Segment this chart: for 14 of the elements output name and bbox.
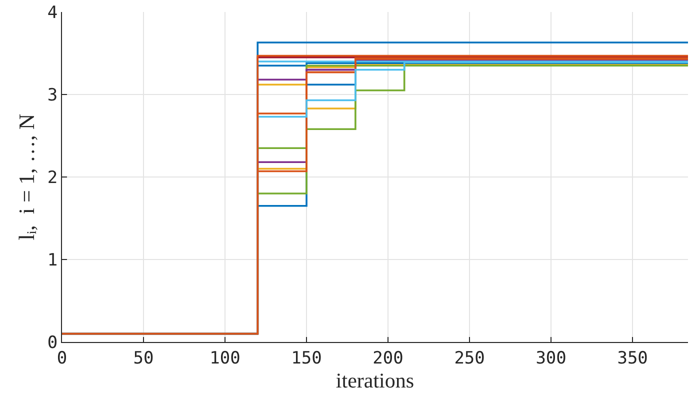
- x-tick-label: 200: [372, 348, 404, 368]
- y-tick-label: 1: [47, 250, 58, 270]
- y-axis-title: lᵢ, i = 1, …, N: [14, 114, 40, 240]
- x-tick-label: 350: [617, 348, 648, 368]
- x-tick-label: 100: [210, 348, 240, 368]
- y-tick-label: 2: [47, 168, 58, 188]
- y-tick-label: 0: [47, 332, 58, 353]
- y-tick-label: 4: [47, 2, 58, 23]
- x-axis-title: iterations: [336, 368, 414, 392]
- x-tick-label: 300: [536, 348, 566, 368]
- x-tick-label: 150: [291, 348, 322, 368]
- x-tick-label: 50: [133, 348, 154, 368]
- x-tick-label: 250: [454, 348, 485, 368]
- y-tick-label: 3: [47, 85, 58, 106]
